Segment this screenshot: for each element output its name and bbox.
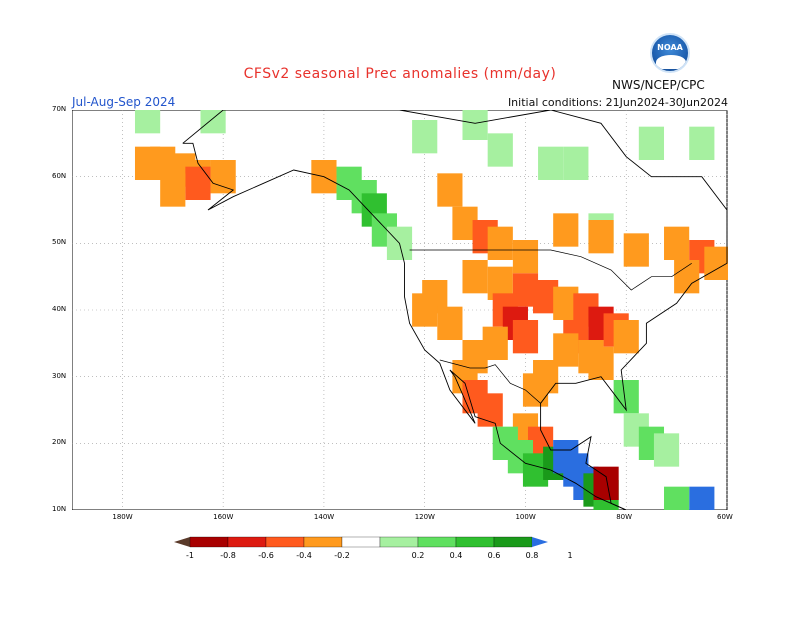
anomaly-cell (689, 126, 715, 160)
colorbar-segment (417, 536, 457, 548)
us-mexico-border (439, 359, 541, 404)
anomaly-cell (134, 110, 161, 134)
map-plot (72, 110, 728, 510)
colorbar-label: -0.8 (220, 551, 236, 560)
anomaly-cell (412, 120, 438, 154)
colorbar-segment (303, 536, 343, 548)
anomaly-cell (477, 393, 503, 427)
anomaly-cell (512, 320, 539, 354)
anomaly-cell (689, 486, 715, 510)
y-tick-label: 10N (52, 505, 67, 513)
logo-text: NOAA (657, 43, 683, 52)
anomaly-cell (704, 246, 728, 280)
colorbar-left-arrow (174, 537, 190, 547)
anomaly-cell (664, 226, 690, 260)
colorbar-label: 0.4 (450, 551, 463, 560)
anomaly-cell (664, 486, 690, 510)
x-tick-label: 180W (112, 513, 133, 521)
colorbar-label: 1 (567, 551, 572, 560)
x-tick-label: 160W (213, 513, 234, 521)
x-tick-label: 80W (616, 513, 633, 521)
colorbar: -1 -0.8 -0.6 -0.4 -0.2 0.2 0.4 0.6 0.8 1 (174, 536, 573, 560)
anomaly-cell (653, 433, 680, 467)
anomaly-cell (200, 110, 226, 134)
y-tick-label: 40N (52, 305, 67, 313)
chart-title: CFSv2 seasonal Prec anomalies (mm/day) (243, 66, 557, 82)
colorbar-label: -1 (186, 551, 194, 560)
colorbar-segment (227, 536, 267, 548)
anomaly-cell (613, 320, 639, 354)
anomaly-cell (563, 146, 589, 180)
anomaly-cell (160, 173, 186, 207)
forecast-period: Jul-Aug-Sep 2024 (72, 95, 176, 109)
y-tick-label: 60N (52, 171, 67, 180)
x-tick-label: 140W (313, 513, 335, 521)
anomaly-cell (623, 233, 649, 267)
us-canada-border (409, 249, 692, 291)
colorbar-label: -0.2 (334, 551, 350, 560)
colorbar-label: 0.2 (412, 551, 425, 560)
anomaly-cell (674, 260, 700, 294)
coastline-west (182, 142, 627, 510)
colorbar-right-arrow (532, 537, 548, 547)
colorbar-segment (379, 536, 419, 548)
anomaly-cell (412, 293, 438, 327)
anomaly-cell (588, 220, 614, 254)
anomaly-cell (462, 110, 488, 140)
y-tick-label: 50N (52, 238, 67, 247)
anomaly-cell (593, 466, 619, 500)
anomaly-cell (512, 240, 539, 274)
x-tick-label: 120W (414, 513, 435, 521)
anomaly-cell (638, 126, 665, 160)
y-tick-label: 20N (52, 438, 67, 447)
anomaly-cell (487, 226, 513, 260)
x-tick-label: 100W (515, 513, 536, 521)
colorbar-segment (189, 536, 229, 548)
colorbar-label: 0.8 (526, 551, 539, 560)
colorbar-segment (493, 536, 533, 548)
anomaly-cell (538, 146, 564, 180)
colorbar-label: 0.6 (488, 551, 501, 560)
colorbar-segment (455, 536, 495, 548)
colorbar-label: -0.4 (296, 551, 312, 560)
anomaly-cell (462, 260, 488, 294)
coastline-east (182, 110, 728, 510)
colorbar-segment (341, 536, 381, 548)
agency-label: NWS/NCEP/CPC (612, 78, 705, 92)
anomaly-cell (437, 306, 463, 340)
anomaly-cell (437, 173, 463, 207)
y-tick-label: 70N (52, 105, 67, 113)
anomaly-cell (487, 133, 513, 167)
y-tick-label: 30N (52, 371, 67, 380)
anomaly-cell (185, 166, 211, 200)
logo-bird-shape (656, 55, 686, 69)
noaa-logo: NOAA (650, 33, 690, 73)
colorbar-label: -0.6 (258, 551, 274, 560)
anomaly-cell (533, 360, 559, 394)
initial-conditions: Initial conditions: 21Jun2024-30Jun2024 (507, 96, 728, 109)
anomaly-cell (588, 346, 614, 380)
x-tick-label: 60W (717, 513, 733, 521)
anomaly-cell (210, 160, 236, 194)
colorbar-segment (265, 536, 305, 548)
anomaly-cell (553, 213, 579, 247)
